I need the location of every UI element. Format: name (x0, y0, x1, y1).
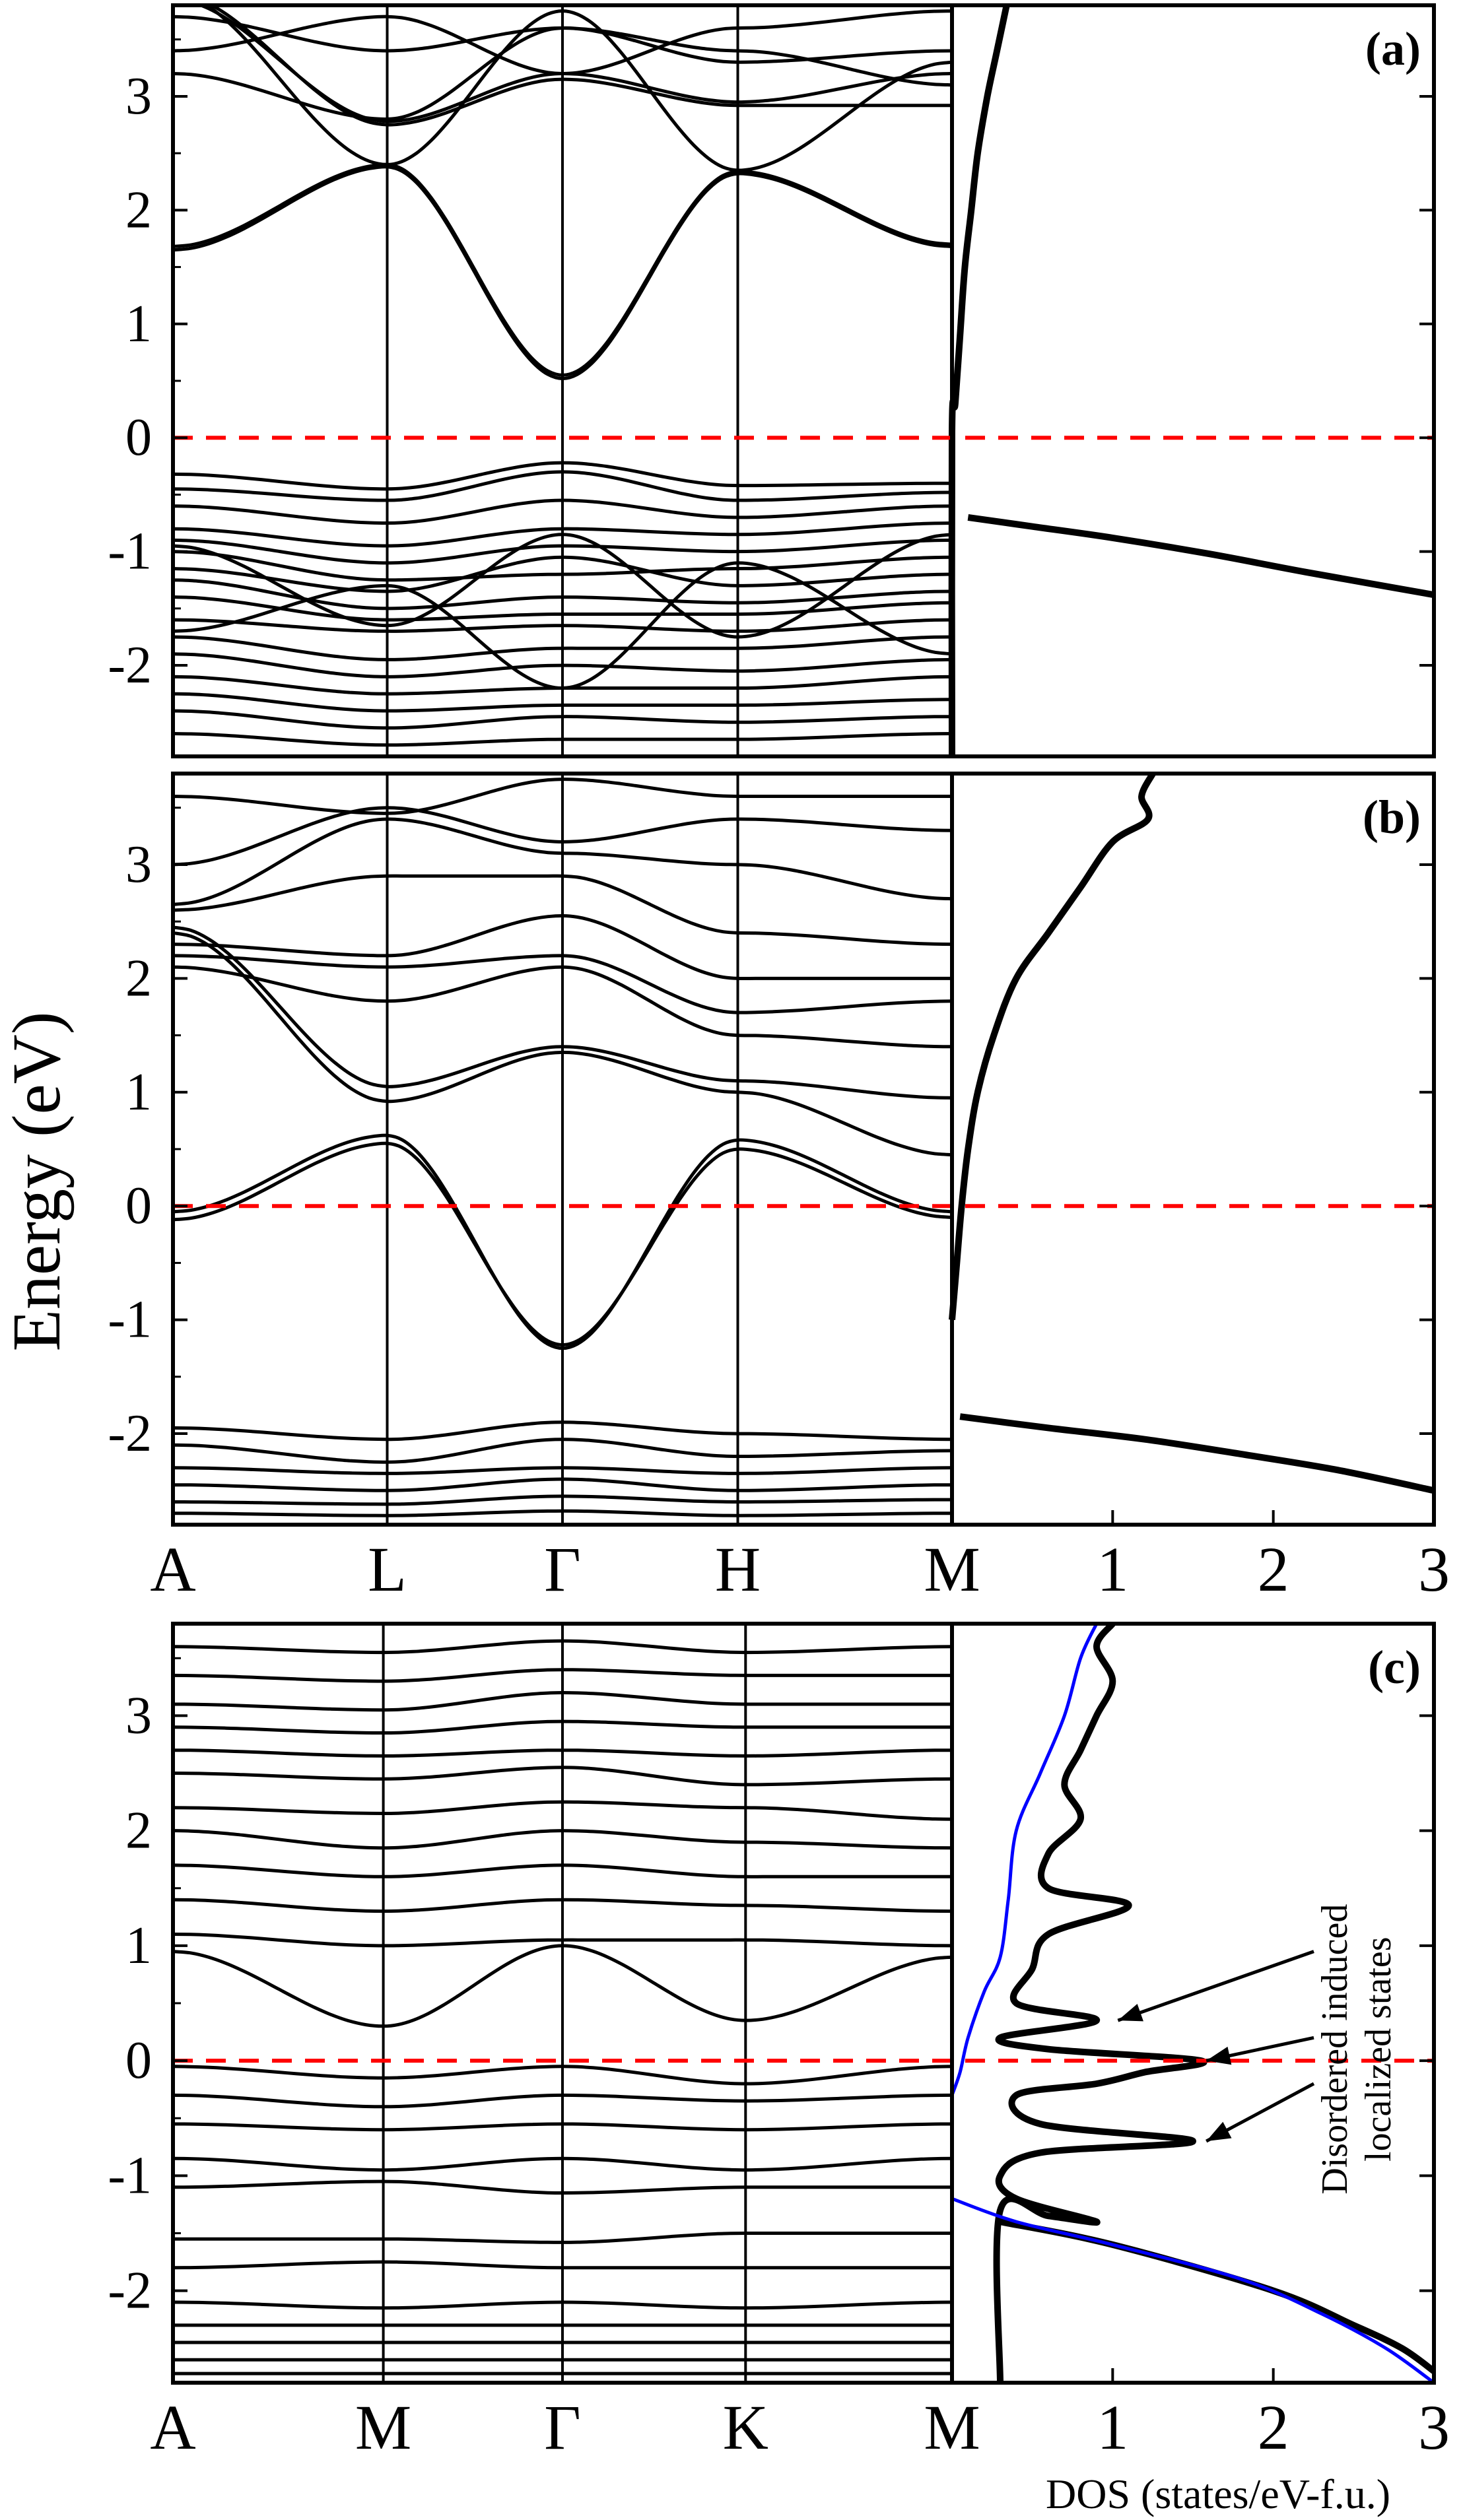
dos-total-lower (959, 1413, 1434, 1494)
y-tick-label: 1 (125, 295, 152, 353)
y-tick-label: 2 (125, 1802, 152, 1860)
y-tick-label: 1 (125, 1917, 152, 1975)
arrow-head (1118, 2003, 1143, 2022)
annotation-text: Disordered inducedlocalized states (1314, 1904, 1399, 2195)
panel-c: 3 2 1 0 -1 -2 (c) A M Γ K M 1 2 3 Disordered inducedloc… (108, 1622, 1450, 2463)
y-tick-label: 3 (125, 836, 152, 894)
dos-frame (950, 772, 1436, 1527)
dos-x-tick-label: 1 (1097, 2392, 1128, 2463)
annotation-arrow (1117, 1950, 1314, 2022)
dos-total-upper (949, 774, 1156, 1321)
arrow-head (1206, 2046, 1232, 2065)
dos-x-axis-title: DOS (states/eV-f.u.) (1046, 2470, 1390, 2517)
dos-total-lower (967, 514, 1434, 599)
dos-reference-upper (950, 1624, 1099, 2096)
y-tick-label: -2 (108, 1405, 152, 1463)
dos-total-lower (1000, 2218, 1434, 2374)
y-tick-label: 0 (125, 409, 152, 467)
y-tick-label: -1 (108, 523, 152, 581)
annotation-line-1: Disordered induced (1314, 1904, 1355, 2195)
dos-frame (950, 3, 1436, 758)
panel-b: 3 2 1 0 -1 -2 (b) A L Γ H M 1 2 3 (108, 772, 1450, 1605)
kpoint-label: Γ (544, 2392, 581, 2463)
annotation-line-2: localized states (1358, 1937, 1399, 2162)
kpoint-label: A (150, 2392, 195, 2463)
dos-curves (949, 774, 1434, 1494)
y-tick-label: 2 (125, 181, 152, 239)
y-tick-label: -2 (108, 2262, 152, 2320)
panel-a: 3 2 1 0 -1 -2 (a) (108, 3, 1436, 758)
dos-total-upper (948, 5, 1010, 756)
dos-x-tick-label: 3 (1418, 1534, 1450, 1605)
panel-label: (a) (1365, 22, 1421, 75)
kpoint-label: M (924, 2392, 980, 2463)
y-tick-label: 0 (125, 2032, 152, 2090)
dos-reference-lower (951, 2197, 1434, 2383)
dos-frame (950, 1622, 1436, 2385)
kpoint-label: K (723, 2392, 768, 2463)
dos-x-tick-label: 3 (1418, 2392, 1450, 2463)
panel-label: (c) (1368, 1641, 1421, 1694)
kpoint-label: L (368, 1534, 407, 1605)
kpoint-label: M (355, 2392, 411, 2463)
dos-x-tick-label: 2 (1258, 2392, 1289, 2463)
y-tick-label: -1 (108, 1291, 152, 1349)
y-tick-label: 3 (125, 1686, 152, 1744)
y-tick-label: 0 (125, 1177, 152, 1235)
kpoint-label: Γ (544, 1534, 581, 1605)
y-tick-label: 2 (125, 949, 152, 1007)
kpoint-label: M (924, 1534, 980, 1605)
dos-curves (950, 1624, 1434, 2383)
dos-x-tick-label: 2 (1258, 1534, 1289, 1605)
arrow-head (1206, 2121, 1232, 2142)
kpoint-label: A (150, 1534, 195, 1605)
dos-curves (948, 5, 1434, 756)
dos-total-upper (993, 1624, 1208, 2383)
kpoint-label: H (715, 1534, 761, 1605)
y-tick-label: 3 (125, 67, 152, 125)
y-tick-label: -2 (108, 636, 152, 694)
y-tick-label: -1 (108, 2146, 152, 2205)
panel-label: (b) (1363, 791, 1421, 844)
y-tick-label: 1 (125, 1063, 152, 1121)
y-axis-title: Energy (eV) (0, 1012, 75, 1352)
dos-x-tick-label: 1 (1097, 1534, 1128, 1605)
